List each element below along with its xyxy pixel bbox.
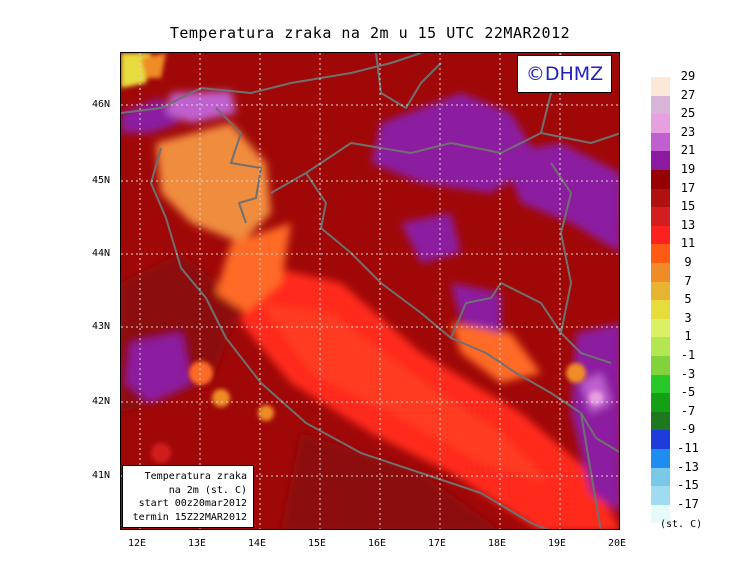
colorbar-unit: (st. C): [660, 519, 703, 530]
colorbar-label: 29: [680, 69, 696, 83]
lon-label: 18E: [488, 538, 507, 549]
colorbar-label: 1: [684, 329, 692, 344]
colorbar-swatch: [651, 374, 670, 394]
lat-label: 46N: [92, 99, 111, 110]
colorbar-swatch: [651, 467, 670, 487]
colorbar-swatch: [651, 393, 670, 412]
lat-label: 44N: [92, 248, 111, 259]
lon-label: 14E: [248, 538, 267, 549]
colorbar-swatch: [651, 151, 670, 170]
temperature-field: [121, 53, 619, 529]
colorbar-label: 13: [680, 217, 696, 232]
lon-label: 17E: [428, 538, 447, 549]
map-title: Temperatura zraka na 2m u 15 UTC 22MAR20…: [169, 24, 571, 42]
colorbar-swatch: [651, 486, 670, 505]
colorbar-label: -7: [680, 403, 696, 418]
colorbar-label: 7: [684, 273, 692, 288]
colorbar-swatch: [651, 318, 670, 338]
temperature-map: [120, 52, 620, 530]
lat-label: 45N: [92, 175, 111, 186]
colorbar-label: -9: [680, 422, 696, 437]
lat-label: 41N: [92, 470, 111, 481]
colorbar-label: 23: [680, 124, 696, 139]
colorbar-label: -5: [680, 385, 696, 400]
lon-label: 16E: [368, 538, 387, 549]
colorbar-swatch: [651, 356, 670, 375]
colorbar-label: 17: [680, 180, 696, 195]
colorbar-label: 21: [680, 143, 696, 158]
lon-label: 20E: [608, 538, 627, 549]
colorbar-label: 19: [680, 162, 696, 176]
lat-label: 42N: [92, 396, 111, 407]
colorbar-label: 5: [684, 292, 692, 307]
colorbar-label: -11: [677, 441, 699, 455]
info-box: Temperatura zraka na 2m (st. C) start 00…: [122, 465, 254, 528]
colorbar-swatch: [651, 95, 670, 115]
colorbar-label: 15: [680, 199, 696, 214]
colorbar-label: 3: [684, 310, 692, 325]
colorbar-label: -17: [677, 496, 699, 511]
info-line-3: start 00z20mar2012: [138, 498, 247, 509]
lon-label: 19E: [548, 538, 567, 549]
colorbar-label: -15: [677, 478, 699, 493]
colorbar-swatch: [651, 188, 670, 208]
lon-label: 12E: [128, 538, 147, 549]
colorbar-swatch: [651, 411, 670, 431]
lon-label: 15E: [308, 538, 327, 549]
colorbar-label: 9: [684, 255, 692, 269]
colorbar-label: -13: [677, 459, 699, 474]
colorbar-label: 11: [680, 236, 696, 251]
colorbar-swatch: [651, 132, 670, 152]
lon-label: 13E: [188, 538, 207, 549]
colorbar-label: -1: [680, 348, 696, 362]
colorbar-label: -3: [680, 366, 696, 381]
colorbar-label: 25: [680, 106, 696, 121]
dhmz-logo: ©DHMZ: [517, 55, 612, 93]
colorbar-swatch: [651, 77, 670, 96]
colorbar-swatch: [651, 207, 670, 226]
colorbar-swatch: [651, 263, 670, 282]
colorbar-swatch: [651, 170, 670, 189]
colorbar-swatch: [651, 225, 670, 245]
info-line-2: na 2m (st. C): [168, 484, 247, 496]
colorbar-label: 27: [680, 87, 696, 102]
colorbar-swatch: [651, 244, 670, 263]
info-line-4: termin 15Z22MAR2012: [132, 511, 247, 523]
colorbar-swatch: [651, 430, 670, 449]
colorbar-swatch: [651, 281, 670, 301]
lat-label: 43N: [92, 321, 111, 332]
colorbar-swatch: [651, 449, 670, 468]
colorbar-swatch: [651, 504, 670, 524]
colorbar-swatch: [651, 337, 670, 356]
colorbar-swatch: [651, 300, 670, 319]
colorbar-swatch: [651, 114, 670, 133]
info-line-1: Temperatura zraka: [144, 471, 247, 482]
